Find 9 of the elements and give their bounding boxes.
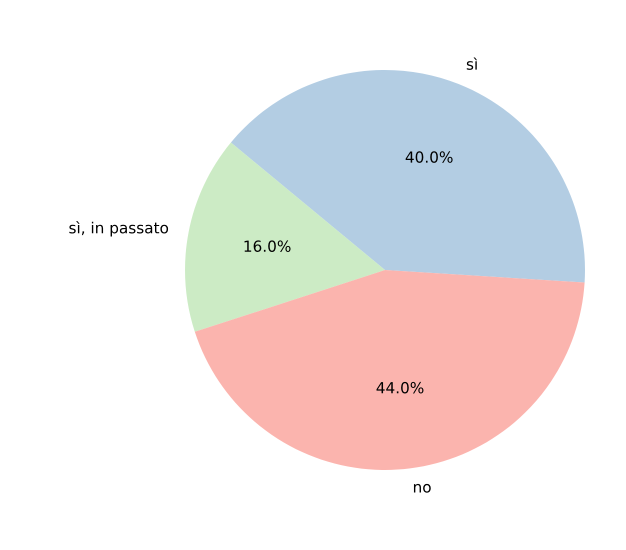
slice-label: sì bbox=[466, 57, 478, 70]
pie-slice bbox=[230, 70, 585, 283]
pie-slice bbox=[185, 142, 385, 332]
pie-slice bbox=[194, 270, 585, 470]
data-label: 16.0% bbox=[244, 240, 291, 252]
slice-label: no bbox=[414, 484, 431, 493]
slice-label: sì, in passato bbox=[69, 221, 168, 236]
data-label: 44.0% bbox=[376, 382, 424, 394]
data-label: 40.0% bbox=[406, 151, 453, 163]
